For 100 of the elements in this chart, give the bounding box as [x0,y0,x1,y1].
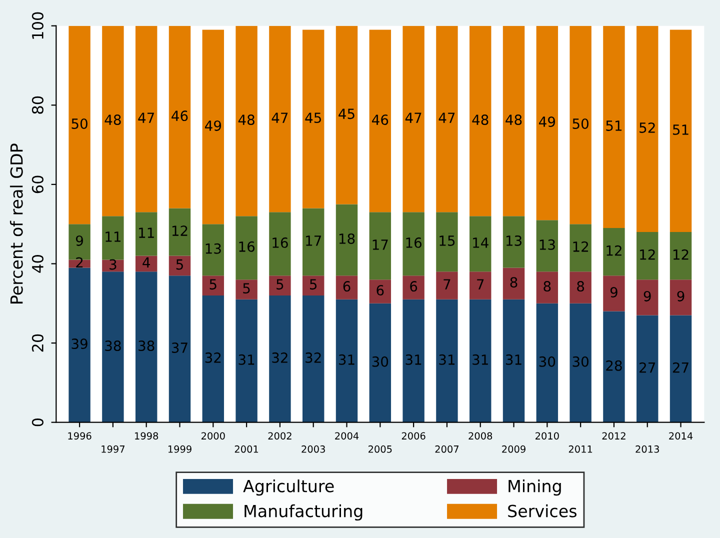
y-tick-label: 40 [32,255,44,273]
x-tick-label: 2013 [636,445,659,453]
data-label: 11 [139,228,154,238]
data-label: 13 [506,235,522,246]
x-tick-label: 2004 [335,432,359,440]
data-label: 45 [305,112,321,124]
data-label: 7 [477,279,484,290]
bar [536,272,558,304]
bar [402,276,424,300]
data-label: 46 [372,114,388,126]
bar [670,315,692,422]
bar [102,26,124,216]
bar [670,280,692,316]
data-label: 48 [472,114,488,126]
bar [402,212,424,276]
bar [570,224,592,272]
bar [470,299,492,422]
bar [269,212,291,276]
y-tick-label: 20 [32,334,44,352]
data-label: 31 [338,354,354,365]
data-label: 51 [606,120,622,131]
data-label: 52 [640,122,655,133]
y-tick-label: 60 [32,176,44,194]
data-label: 48 [104,114,121,126]
bar [536,303,558,422]
data-label: 27 [672,362,688,373]
bar [135,272,158,422]
y-tick-label: 0 [32,418,44,426]
bar [670,30,692,232]
x-tick-label: 2000 [201,432,225,440]
bar [236,280,258,300]
data-label: 48 [238,114,254,126]
data-label: 30 [539,356,556,367]
data-label: 28 [606,360,622,371]
bar [402,299,424,422]
x-tick-label: 2014 [669,432,693,440]
data-label: 47 [438,112,455,123]
data-label: 8 [577,281,584,292]
bar [502,216,525,268]
data-label: 6 [410,281,418,292]
legend-label: Services [508,504,576,518]
bar [570,272,592,304]
data-label: 5 [210,279,216,290]
bar [436,272,458,300]
bar [336,204,358,276]
x-tick-label: 2012 [602,432,626,440]
data-label: 12 [172,226,188,236]
data-label: 50 [572,118,588,129]
data-label: 12 [673,249,688,260]
x-tick-label: 2010 [536,432,559,440]
data-label: 38 [105,340,121,352]
data-label: 5 [310,279,317,290]
data-label: 47 [272,112,288,123]
data-label: 31 [439,354,455,365]
legend-label: Manufacturing [244,504,362,521]
bar [202,30,224,224]
bar [470,272,492,300]
bar [603,26,625,228]
data-label: 45 [338,108,354,120]
bar [202,295,224,422]
data-label: 31 [472,354,488,365]
x-tick-label: 2006 [402,432,426,440]
bar [269,26,291,212]
x-tick-label: 2002 [268,432,292,440]
data-label: 13 [540,239,555,250]
data-label: 50 [72,118,88,129]
data-label: 46 [172,110,188,122]
x-tick-label: 1999 [168,445,192,453]
bar [269,295,291,422]
data-label: 49 [204,120,222,131]
data-label: 38 [138,340,154,352]
data-label: 7 [444,279,450,290]
x-tick-label: 1998 [135,432,158,440]
data-label: 11 [106,232,120,242]
bar [636,280,658,316]
bar [603,276,625,312]
x-tick-label: 2001 [234,445,258,453]
bar [168,26,191,208]
data-label: 9 [644,290,651,302]
bar [168,208,191,256]
data-label: 6 [376,285,384,296]
bar [236,216,258,280]
bar [436,299,458,422]
bar [502,299,525,422]
data-label: 32 [205,352,221,363]
bar [102,216,124,260]
y-axis-title: Percent of real GDP [10,144,23,304]
data-label: 31 [406,354,422,365]
bar [470,26,492,216]
data-label: 32 [272,352,288,363]
bar [302,208,324,276]
bar [470,216,492,272]
x-tick-label: 2007 [435,445,459,453]
x-tick-label: 2003 [302,445,325,453]
x-tick-label: 1996 [68,432,92,440]
data-label: 31 [506,354,522,365]
x-tick-label: 1997 [102,445,124,453]
data-label: 39 [72,338,88,350]
bar [236,299,258,422]
data-label: 31 [238,354,254,365]
